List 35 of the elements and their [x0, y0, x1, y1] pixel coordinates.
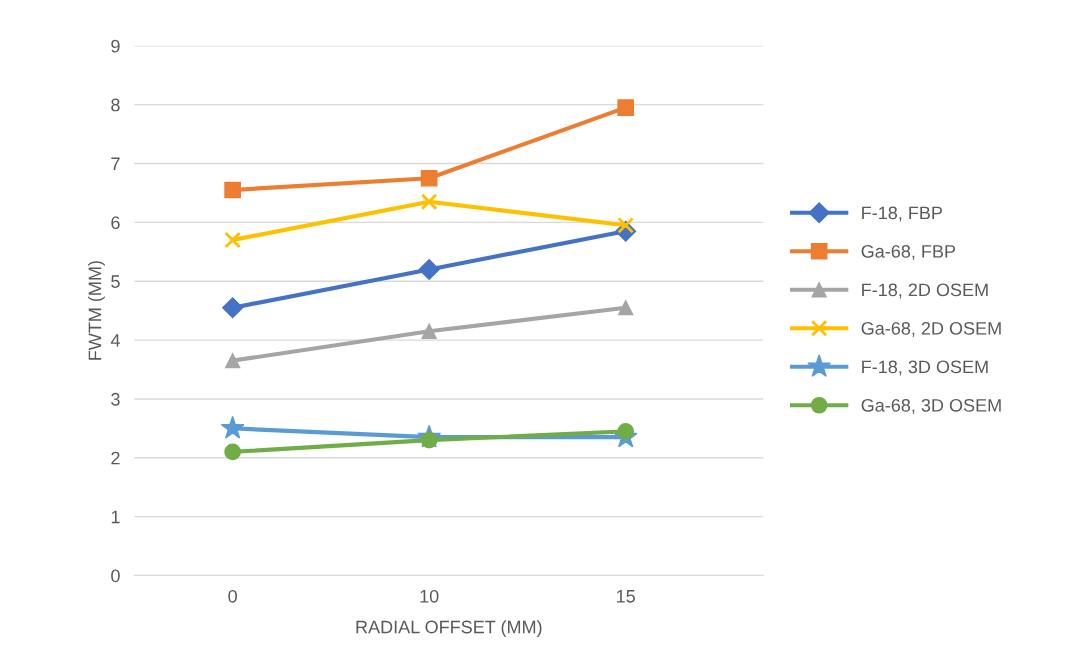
x-tick-label: 0 — [228, 589, 237, 603]
y-tick-label: 9 — [111, 39, 120, 53]
point — [224, 443, 241, 461]
point — [220, 415, 245, 439]
point — [224, 231, 241, 249]
point — [224, 181, 241, 199]
point — [224, 353, 241, 369]
point — [222, 297, 244, 319]
point — [421, 323, 437, 339]
y-axis-title: FWTM (MM) — [88, 261, 105, 360]
y-tick-label: 8 — [111, 98, 120, 112]
y-tick-label: 7 — [111, 157, 120, 171]
point — [617, 422, 635, 440]
y-tick-label: 3 — [111, 392, 120, 406]
y-tick-label: 2 — [111, 451, 120, 465]
x-tick-label: 10 — [420, 589, 439, 603]
point — [617, 216, 635, 234]
y-tick-label: 5 — [111, 275, 120, 288]
point — [418, 258, 440, 280]
legend-label: F-18, FBP — [862, 206, 943, 222]
y-tick-label: 0 — [111, 569, 120, 583]
legend-label: F-18, 2D OSEM — [862, 283, 988, 299]
point — [420, 169, 438, 187]
legend-label: F-18, 3D OSEM — [862, 360, 988, 376]
point — [617, 99, 635, 116]
legend-label: Ga-68, 2D OSEM — [861, 321, 1001, 337]
y-tick-label: 1 — [111, 510, 120, 524]
x-axis-title: RADIAL OFFSET (MM) — [356, 620, 542, 637]
y-tick-label: 6 — [111, 216, 120, 230]
point — [618, 300, 634, 316]
y-tick-label: 4 — [110, 334, 120, 347]
legend-label: Ga-68, FBP — [861, 244, 956, 260]
point — [420, 193, 438, 211]
legend-label: Ga-68, 3D OSEM — [861, 398, 1001, 414]
x-tick-label: 15 — [617, 590, 635, 603]
